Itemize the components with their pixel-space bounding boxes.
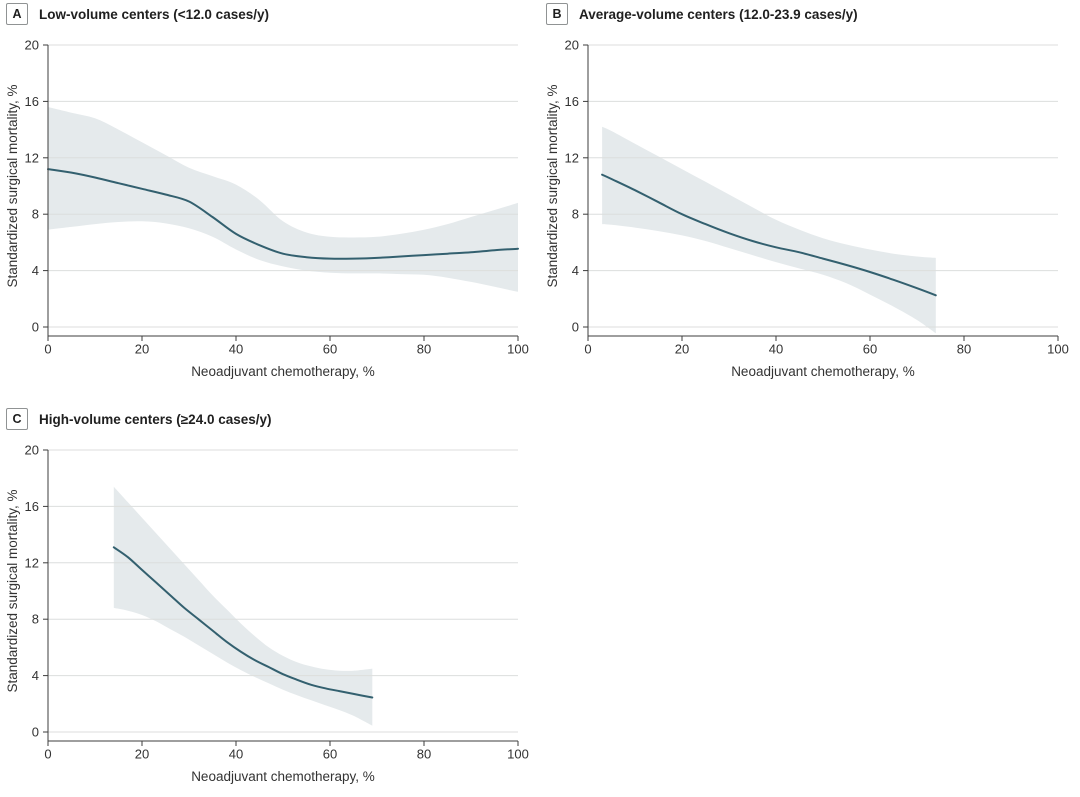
x-tick-labels: 0 20 40 60 80 100: [584, 342, 1068, 357]
svg-text:100: 100: [1047, 342, 1069, 357]
svg-text:40: 40: [769, 342, 783, 357]
trend-line: [112, 546, 374, 699]
confidence-band: [48, 107, 518, 292]
svg-text:0: 0: [572, 320, 579, 335]
svg-text:20: 20: [135, 342, 149, 357]
svg-text:0: 0: [44, 342, 51, 357]
y-tick-labels: 0 4 8 12 16 20: [565, 38, 579, 335]
svg-text:20: 20: [25, 38, 39, 53]
y-gridlines: [48, 449, 518, 733]
svg-text:12: 12: [565, 150, 579, 165]
y-gridlines: [588, 44, 1058, 328]
confidence-band: [113, 486, 373, 726]
svg-text:16: 16: [25, 499, 39, 514]
panel-b-header: B Average-volume centers (12.0-23.9 case…: [546, 3, 858, 25]
panel-a-title: Low-volume centers (<12.0 cases/y): [39, 6, 269, 22]
confidence-band: [602, 126, 936, 334]
panel-a-x-axis-label: Neoadjuvant chemotherapy, %: [191, 364, 375, 379]
svg-text:4: 4: [32, 263, 39, 278]
panel-b-plot: 0 4 8 12 16 20 0 20 40 60 80 100 Neoadjuvant chemot…: [545, 38, 1069, 380]
svg-text:12: 12: [25, 150, 39, 165]
svg-text:0: 0: [32, 725, 39, 740]
svg-text:12: 12: [25, 555, 39, 570]
panel-b-x-axis-label: Neoadjuvant chemotherapy, %: [731, 364, 915, 379]
svg-text:20: 20: [675, 342, 689, 357]
svg-text:0: 0: [32, 320, 39, 335]
svg-text:20: 20: [565, 38, 579, 53]
x-tick-labels: 0 20 40 60 80 100: [44, 342, 528, 357]
panel-b-y-axis-label: Standardized surgical mortality, %: [545, 84, 560, 287]
svg-text:8: 8: [32, 612, 39, 627]
panel-a-chart-layer: 0 4 8 12 16 20 0 20 40 60 80 100: [25, 38, 529, 357]
svg-text:40: 40: [229, 342, 243, 357]
svg-text:60: 60: [323, 342, 337, 357]
panel-a-letter-badge: A: [6, 3, 28, 25]
svg-text:0: 0: [44, 747, 51, 762]
svg-text:80: 80: [417, 747, 431, 762]
panel-b: B Average-volume centers (12.0-23.9 case…: [540, 0, 1080, 392]
svg-text:40: 40: [229, 747, 243, 762]
svg-text:16: 16: [565, 94, 579, 109]
axes: [43, 449, 519, 746]
y-tick-labels: 0 4 8 12 16 20: [25, 38, 39, 335]
panel-c-y-axis-label: Standardized surgical mortality, %: [5, 489, 20, 692]
svg-text:100: 100: [507, 747, 529, 762]
svg-text:20: 20: [25, 443, 39, 458]
trend-line: [601, 173, 937, 297]
panel-a: A Low-volume centers (<12.0 cases/y) 0 4 8…: [0, 0, 540, 392]
svg-text:80: 80: [957, 342, 971, 357]
svg-text:16: 16: [25, 94, 39, 109]
svg-text:20: 20: [135, 747, 149, 762]
svg-text:60: 60: [863, 342, 877, 357]
svg-text:8: 8: [572, 207, 579, 222]
svg-text:4: 4: [32, 668, 39, 683]
y-tick-labels: 0 4 8 12 16 20: [25, 443, 39, 740]
y-gridlines: [48, 44, 518, 328]
svg-text:60: 60: [323, 747, 337, 762]
svg-text:0: 0: [584, 342, 591, 357]
axes: [583, 44, 1059, 341]
svg-text:80: 80: [417, 342, 431, 357]
panel-a-plot: 0 4 8 12 16 20 0 20 40 60 80 100 Neoadjuvant chemot…: [5, 38, 529, 380]
panel-c-x-axis-label: Neoadjuvant chemotherapy, %: [191, 769, 375, 784]
axes: [43, 44, 519, 341]
panel-a-header: A Low-volume centers (<12.0 cases/y): [6, 3, 269, 25]
x-tick-labels: 0 20 40 60 80 100: [44, 747, 528, 762]
panel-c-header: C High-volume centers (≥24.0 cases/y): [6, 408, 272, 430]
panel-a-y-axis-label: Standardized surgical mortality, %: [5, 84, 20, 287]
panel-b-title: Average-volume centers (12.0-23.9 cases/…: [579, 6, 858, 22]
panel-c-plot: 0 4 8 12 16 20 0 20 40 60 80 100 Neoadjuvant chemot…: [5, 443, 529, 785]
panel-c-letter-badge: C: [6, 408, 28, 430]
trend-line: [47, 168, 519, 260]
panel-c-chart-layer: 0 4 8 12 16 20 0 20 40 60 80 100: [25, 443, 529, 762]
panel-b-chart-layer: 0 4 8 12 16 20 0 20 40 60 80 100: [565, 38, 1069, 357]
svg-text:100: 100: [507, 342, 529, 357]
svg-text:8: 8: [32, 207, 39, 222]
panel-b-letter-badge: B: [546, 3, 568, 25]
panel-c-title: High-volume centers (≥24.0 cases/y): [39, 411, 272, 427]
svg-text:4: 4: [572, 263, 579, 278]
panel-c: C High-volume centers (≥24.0 cases/y) 0 4…: [0, 405, 540, 797]
